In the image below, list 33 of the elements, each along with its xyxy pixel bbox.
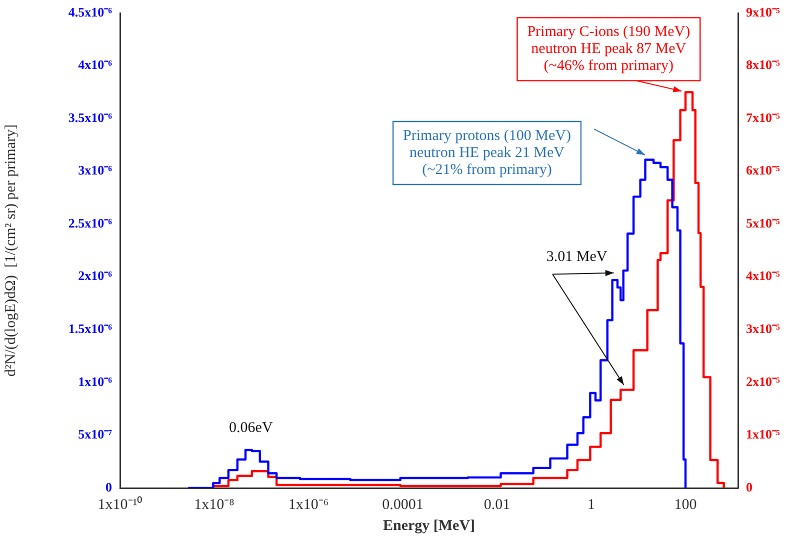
y-tick-label: 5x10⁻⁷ [78, 426, 112, 442]
y2-tick-label: 8x10⁻⁵ [746, 57, 780, 72]
y-tick-label: 2x10⁻⁶ [78, 268, 112, 284]
y2-tick-label: 5x10⁻⁵ [746, 215, 780, 230]
annotation: 0.06eV [229, 420, 273, 436]
y-tick-label: 4x10⁻⁶ [78, 57, 112, 72]
x-tick-label: 1x10⁻⁶ [288, 496, 329, 513]
y2-tick-label: 6x10⁻⁵ [746, 162, 780, 178]
y2-tick-label: 3x10⁻⁵ [746, 321, 780, 336]
y-tick-label: 4.5x10⁻⁶ [68, 4, 112, 20]
y2-tick-label: 4x10⁻⁵ [746, 268, 780, 284]
x-tick-label: 1x10⁻⁸ [194, 496, 234, 513]
y-axis-title: d²N/(d(logE)dΩ) [1/(cm² sr) per primary] [2, 124, 19, 377]
y-tick-label: 2.5x10⁻⁶ [68, 215, 112, 230]
annotation: 3.01 MeV [546, 248, 608, 265]
annotation: Primary protons (100 MeV) neutron HE peak 21 MeV (~21% from primary) [403, 128, 571, 178]
y-tick-label: 3.5x10⁻⁶ [68, 110, 112, 125]
x-axis-title: Energy [MeV] [382, 518, 476, 534]
x-tick-label: 100 [674, 496, 697, 513]
y2-tick-label: 7x10⁻⁵ [746, 110, 780, 125]
y2-tick-label: 9x10⁻⁵ [746, 4, 780, 20]
y-tick-label: 1.5x10⁻⁶ [68, 321, 112, 336]
y2-tick-label: 1x10⁻⁵ [746, 426, 780, 442]
y-tick-label: 1x10⁻⁶ [78, 374, 112, 389]
annotation: Primary C-ions (190 MeV) neutron HE peak 87 MeV (~46% from primary) [527, 24, 690, 74]
x-tick-label: 0.0001 [382, 496, 424, 513]
x-tick-label: 1 [588, 496, 596, 513]
x-tick-label: 1x10⁻¹⁰ [98, 496, 142, 513]
y2-tick-label: 0 [746, 479, 752, 494]
x-tick-label: 0.01 [484, 496, 510, 513]
y-tick-label: 3x10⁻⁶ [78, 162, 112, 178]
y-tick-label: 0 [106, 479, 112, 494]
y2-tick-label: 2x10⁻⁵ [746, 374, 780, 389]
